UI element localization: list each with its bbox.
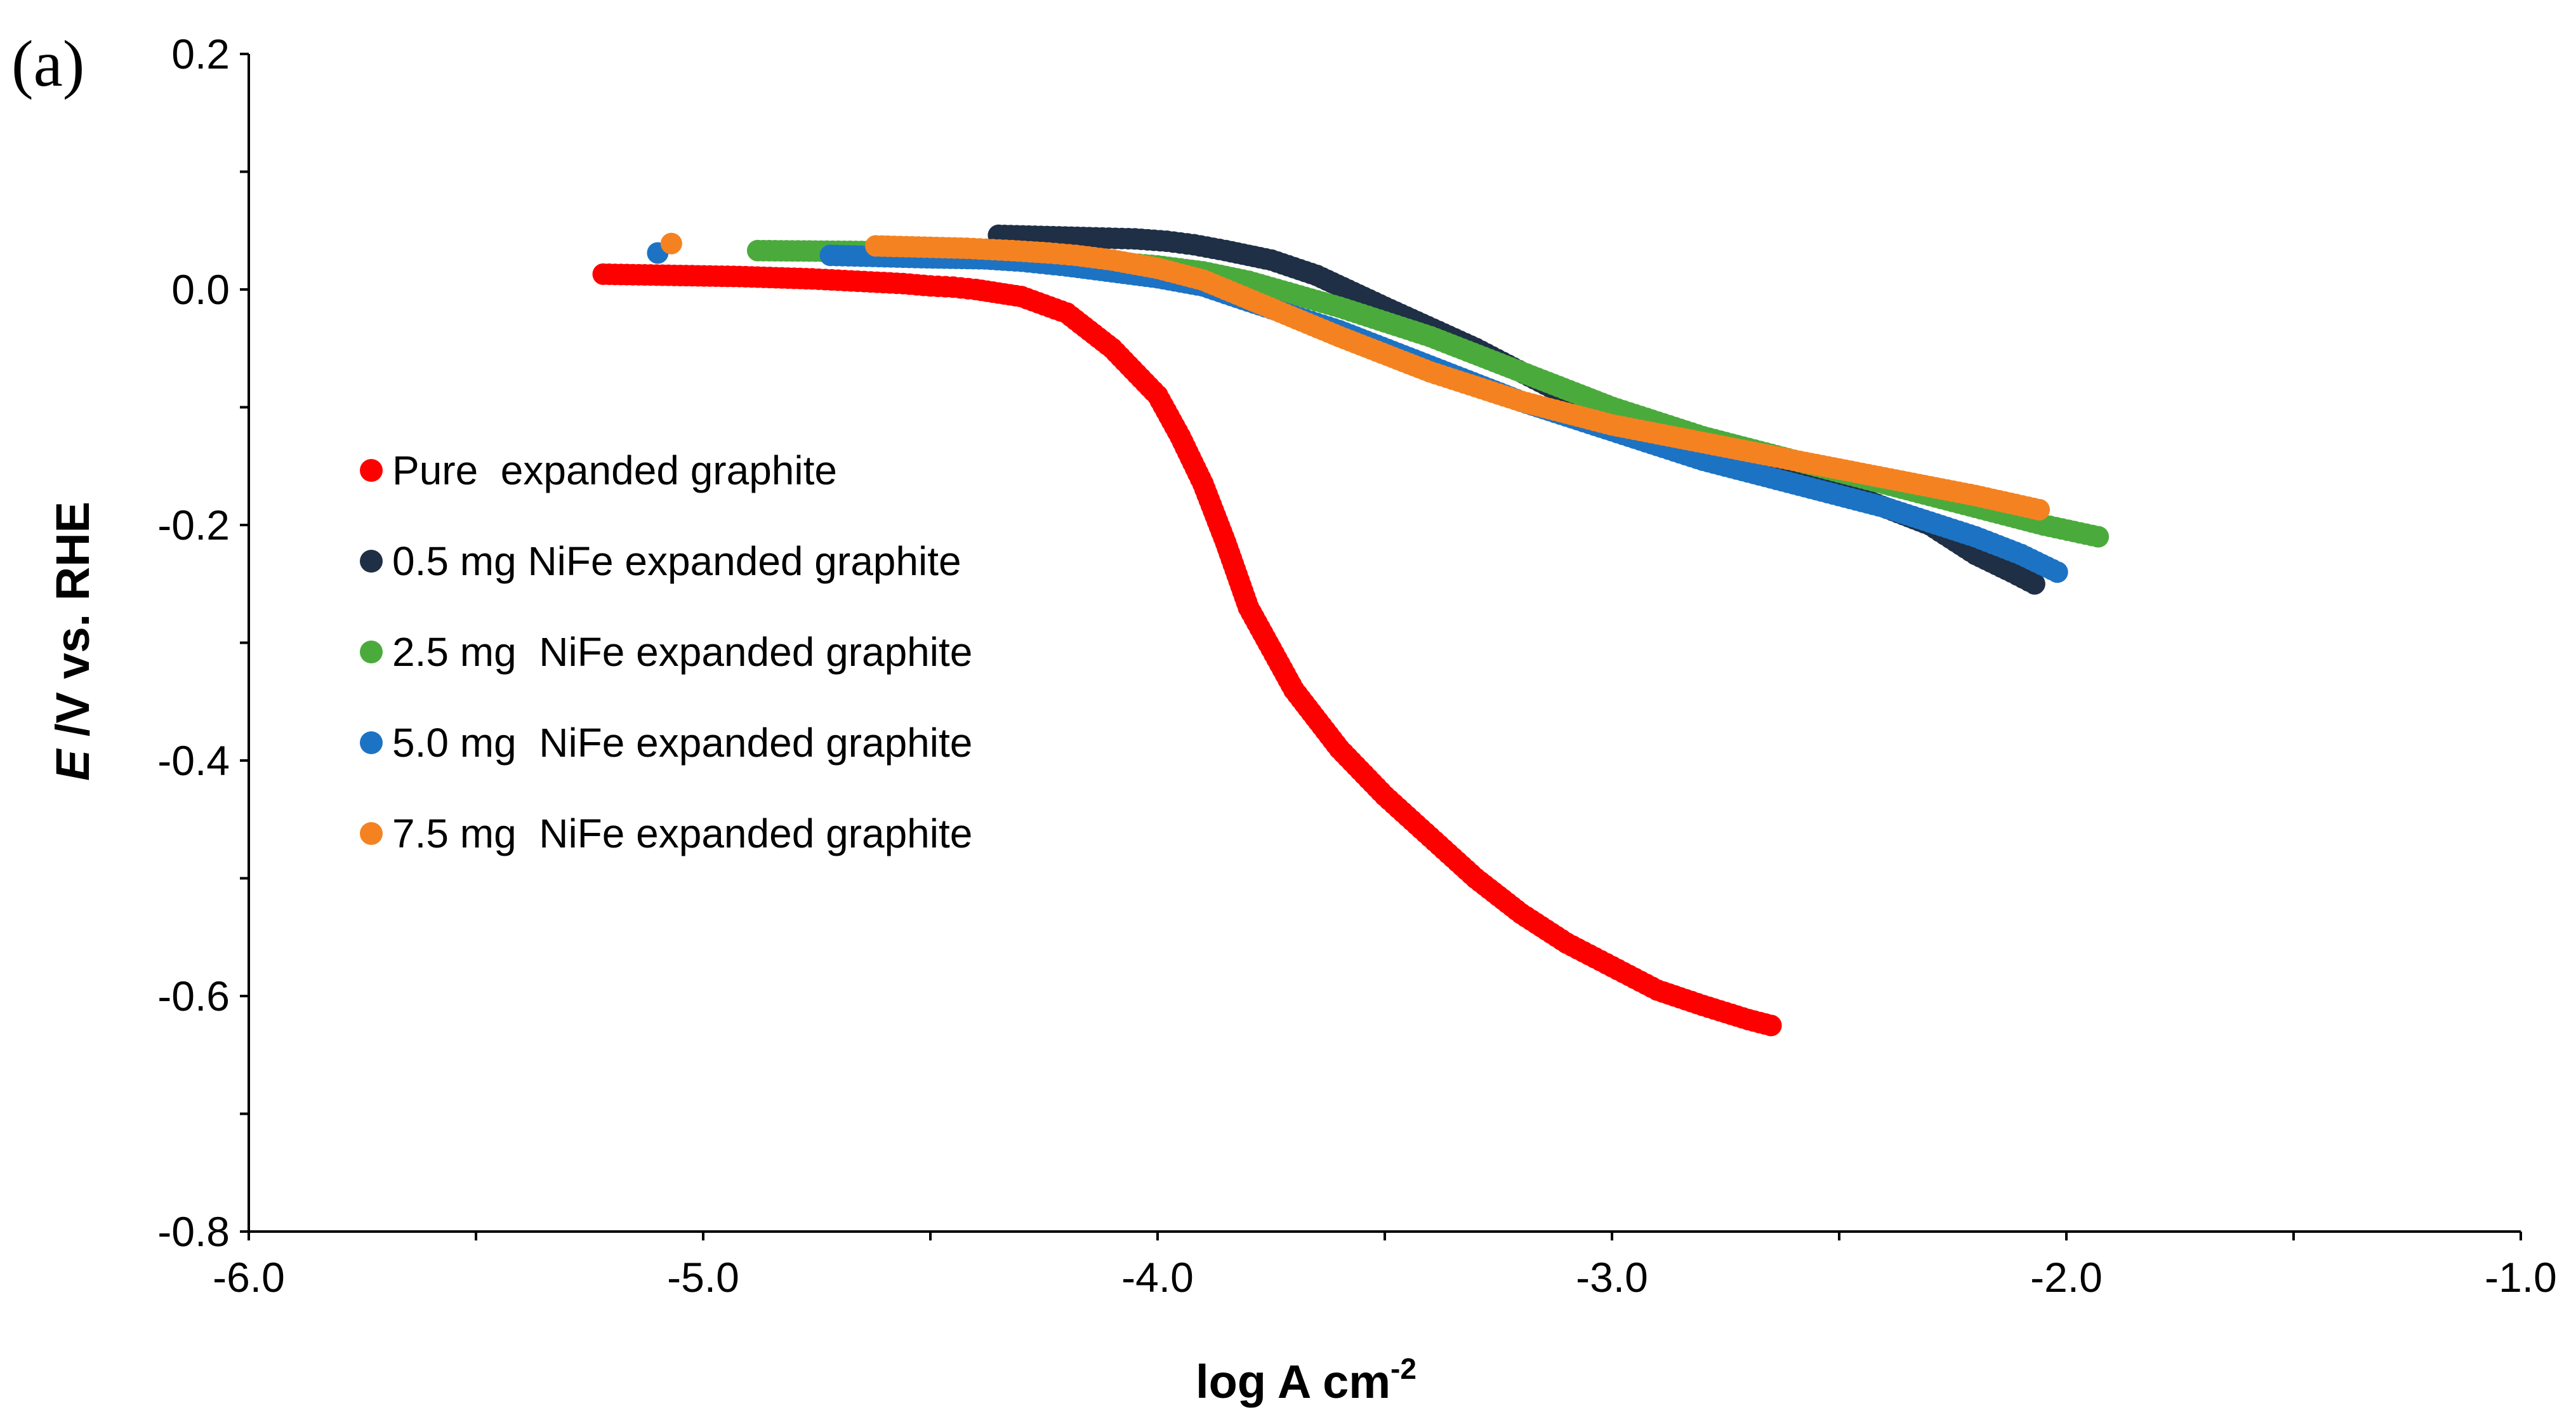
- panel-label: (a): [11, 27, 84, 100]
- x-axis-title-superscript: -2: [1390, 1352, 1417, 1385]
- y-tick-label: -0.4: [157, 737, 230, 784]
- series-0: [592, 263, 1782, 1037]
- x-tick-label: -6.0: [213, 1254, 285, 1301]
- legend-item-2-5mg: 2.5 mg NiFe expanded graphite: [360, 629, 972, 675]
- x-tick-label: -5.0: [667, 1254, 739, 1301]
- legend-marker-7-5mg: [360, 822, 383, 845]
- x-axis-title: log A cm-2: [1196, 1352, 1417, 1408]
- data-point: [2046, 561, 2068, 583]
- legend-item-pure: Pure expanded graphite: [360, 448, 837, 493]
- legend-label-0-5mg: 0.5 mg NiFe expanded graphite: [392, 538, 961, 584]
- x-ticks: -6.0 -5.0 -4.0 -3.0 -2.0 -1.0: [213, 1232, 2557, 1301]
- series-layer: [592, 224, 2110, 1037]
- data-point: [2028, 498, 2051, 521]
- legend-item-0-5mg: 0.5 mg NiFe expanded graphite: [360, 538, 961, 584]
- x-tick-label: -4.0: [1121, 1254, 1194, 1301]
- legend-marker-0-5mg: [360, 550, 383, 573]
- y-tick-label: 0.0: [171, 266, 230, 313]
- data-point: [1760, 1014, 1782, 1037]
- data-point: [660, 232, 682, 255]
- legend-label-5-0mg: 5.0 mg NiFe expanded graphite: [392, 720, 972, 766]
- legend-marker-pure: [360, 459, 383, 482]
- legend-marker-2-5mg: [360, 641, 383, 663]
- x-tick-label: -3.0: [1576, 1254, 1648, 1301]
- y-axis-title-rest: /V vs. RHE: [46, 502, 99, 750]
- legend-item-7-5mg: 7.5 mg NiFe expanded graphite: [360, 811, 972, 856]
- y-tick-label: 0.2: [171, 30, 230, 77]
- x-tick-label: -2.0: [2030, 1254, 2103, 1301]
- data-point: [2023, 573, 2045, 595]
- legend-marker-5-0mg: [360, 731, 383, 754]
- legend-label-2-5mg: 2.5 mg NiFe expanded graphite: [392, 629, 972, 675]
- y-tick-label: -0.2: [157, 502, 230, 548]
- legend-item-5-0mg: 5.0 mg NiFe expanded graphite: [360, 720, 972, 766]
- x-tick-label: -1.0: [2485, 1254, 2557, 1301]
- legend-label-pure: Pure expanded graphite: [392, 448, 837, 493]
- y-ticks: 0.2 0.0 -0.2 -0.4 -0.6 -0.8: [157, 30, 249, 1255]
- series-4: [660, 232, 2051, 521]
- y-tick-label: -0.6: [157, 973, 230, 1020]
- data-point: [2087, 526, 2110, 548]
- y-axis-title-italic: E: [46, 748, 99, 781]
- y-tick-label: -0.8: [157, 1208, 230, 1255]
- y-axis-title: E /V vs. RHE: [46, 502, 99, 781]
- legend-label-7-5mg: 7.5 mg NiFe expanded graphite: [392, 811, 972, 856]
- x-axis-title-main: log A cm: [1196, 1355, 1390, 1408]
- legend: Pure expanded graphite 0.5 mg NiFe expan…: [360, 448, 972, 856]
